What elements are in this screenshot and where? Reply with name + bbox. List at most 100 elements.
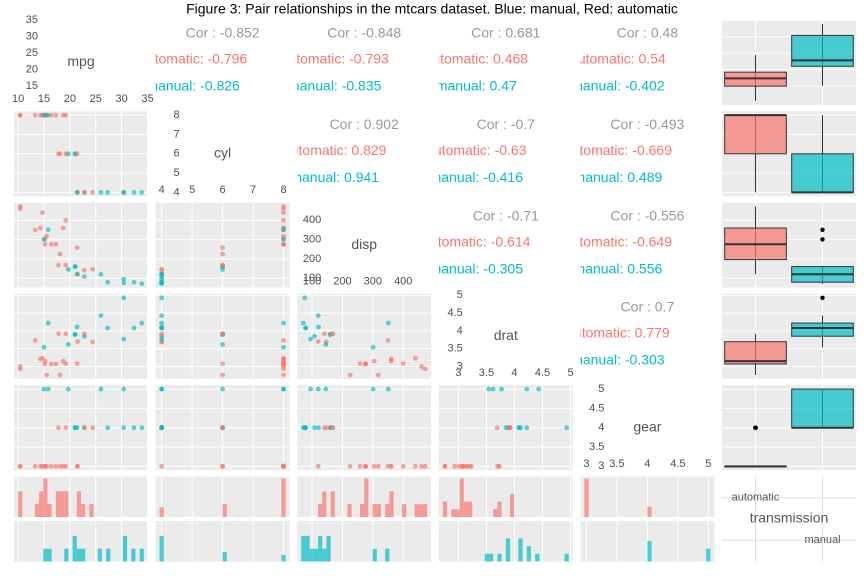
box	[791, 153, 854, 193]
histogram-bar	[360, 504, 365, 517]
correlation-group: automatic: 0.468	[425, 51, 529, 67]
x-tick-label: 5	[705, 458, 711, 470]
point	[74, 151, 80, 157]
point	[357, 361, 363, 367]
y-tick-label: 8	[173, 109, 179, 121]
correlation-panel: Cor : -0.7 automatic: -0.63 manual: -0.416	[439, 116, 536, 185]
point	[312, 425, 317, 431]
y-tick-label: 200	[303, 253, 321, 265]
point	[74, 271, 80, 277]
x-tick-label: 20	[64, 93, 76, 105]
histogram-bar	[505, 538, 510, 562]
y-tick-label: 5	[598, 383, 604, 395]
correlation-group: automatic: -0.649	[564, 233, 672, 249]
variable-name: cyl	[214, 145, 231, 161]
y-tick-label: 15	[26, 80, 38, 92]
correlation-panel: Cor : -0.556 automatic: -0.649 manual: 0.5…	[564, 207, 684, 276]
point	[422, 366, 428, 372]
point	[98, 271, 104, 277]
y-tick-label: 35	[26, 14, 38, 26]
point	[139, 281, 145, 287]
y-tick-label: 20	[26, 63, 38, 75]
point	[564, 425, 570, 431]
point	[139, 190, 145, 195]
y-tick-label: 5	[173, 167, 179, 179]
histogram-bar	[122, 535, 128, 562]
point	[121, 276, 127, 282]
point	[53, 463, 59, 469]
point	[503, 425, 509, 431]
point	[496, 463, 502, 469]
histogram-bar	[76, 491, 81, 517]
y-tick-label: 5	[457, 289, 463, 301]
point	[53, 112, 59, 118]
point	[98, 190, 104, 195]
x-tick-label: 4	[511, 367, 517, 379]
point	[42, 241, 48, 247]
histogram-bar	[281, 555, 286, 562]
correlation-group: manual: 0.489	[574, 169, 663, 185]
point	[121, 336, 127, 342]
point	[159, 386, 165, 392]
point	[464, 463, 470, 469]
x-tick-label: 3	[583, 458, 589, 470]
point	[63, 112, 69, 118]
correlation-group: manual: 0.941	[290, 169, 379, 185]
point	[220, 331, 226, 337]
histogram-bar	[301, 535, 306, 562]
histogram-bar	[322, 491, 327, 517]
point	[63, 425, 69, 431]
point	[81, 190, 87, 195]
histogram-bar	[39, 491, 44, 517]
correlation-total: Cor : -0.852	[186, 25, 260, 41]
x-tick-label: 7	[250, 184, 256, 196]
point	[315, 386, 321, 392]
point	[323, 342, 329, 347]
histogram-bar	[64, 548, 69, 562]
point	[17, 206, 23, 212]
point	[322, 331, 327, 337]
variable-name: disp	[351, 236, 377, 252]
histogram-bar	[97, 548, 102, 562]
point	[159, 463, 165, 469]
correlation-group: manual: 0.556	[574, 260, 663, 276]
point	[490, 386, 496, 392]
point	[90, 425, 96, 431]
point	[370, 386, 376, 392]
point	[281, 320, 286, 326]
x-tick-label: 5	[189, 184, 195, 196]
histogram-bar	[493, 509, 498, 517]
histogram-bar	[518, 538, 523, 562]
point	[41, 112, 47, 118]
correlation-total: Cor : 0.7	[621, 299, 675, 315]
point	[131, 190, 137, 195]
point	[322, 425, 327, 431]
point	[63, 463, 69, 469]
point	[302, 295, 308, 301]
point	[56, 425, 61, 431]
correlation-total: Cor : -0.7	[477, 116, 536, 132]
correlation-group: manual: -0.305	[430, 260, 524, 276]
histogram-bar	[455, 509, 460, 517]
correlation-group: automatic: 0.54	[570, 51, 666, 67]
point	[281, 338, 286, 343]
point	[347, 372, 353, 378]
histogram-bar	[72, 535, 77, 562]
point	[412, 463, 418, 469]
point	[75, 339, 81, 344]
histogram-bar	[18, 491, 23, 517]
histogram-bar	[451, 509, 456, 517]
histogram-bar	[442, 501, 448, 517]
point	[45, 112, 51, 118]
x-tick-label: 4.5	[535, 367, 550, 379]
point	[323, 386, 329, 392]
point	[375, 463, 381, 469]
point	[220, 251, 226, 257]
point	[452, 463, 457, 469]
histogram-bar	[647, 506, 652, 517]
point	[72, 264, 78, 269]
point	[357, 463, 363, 469]
point	[385, 386, 391, 392]
point	[220, 463, 226, 469]
point	[159, 336, 165, 342]
